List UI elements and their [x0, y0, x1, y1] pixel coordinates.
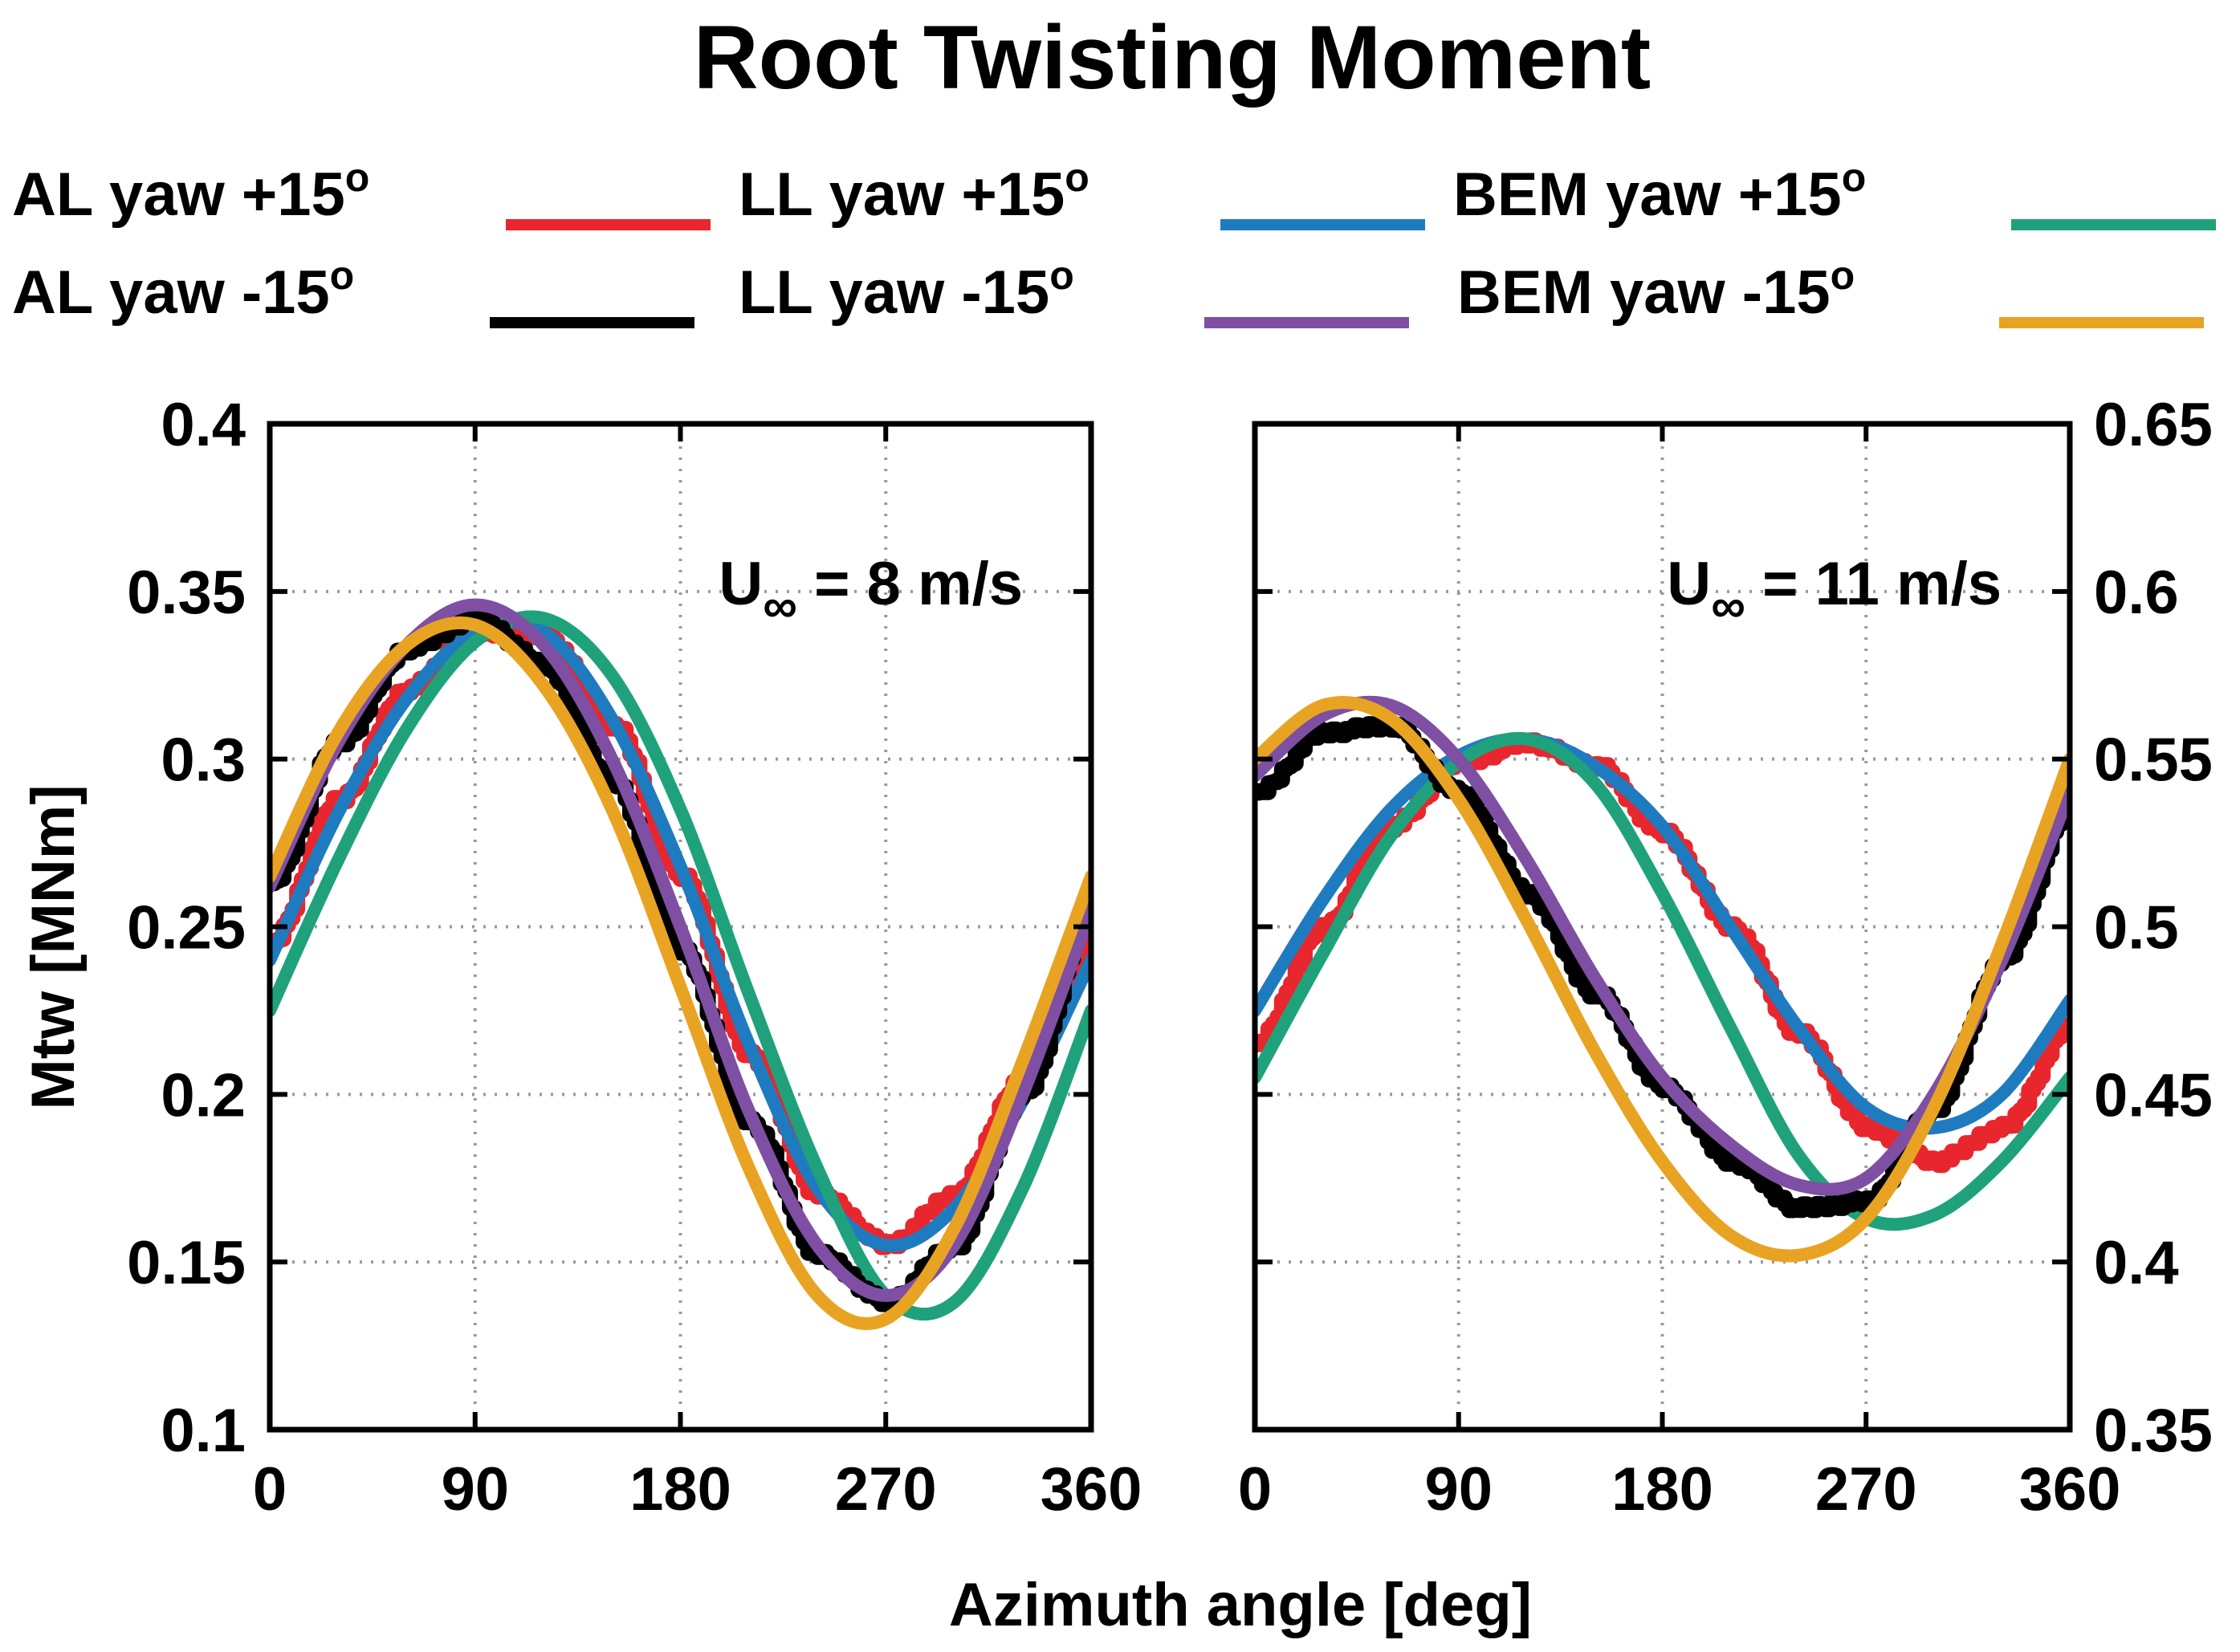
legend-degree-sup: o: [345, 155, 370, 200]
x-tick-label: 90: [441, 1455, 509, 1524]
legend-label-al-yaw-15: AL yaw -15o: [12, 253, 354, 327]
wind-speed-annotation: U∞ = 11 m/s: [1667, 550, 2002, 633]
wind-speed-annotation: U∞ = 8 m/s: [719, 550, 1023, 633]
x-tick-label: 90: [1424, 1455, 1493, 1524]
annotation-prefix: U: [1667, 550, 1711, 618]
x-tick-label: 0: [253, 1455, 287, 1524]
annotation-prefix: U: [719, 550, 763, 618]
plot-left: 0 90 180 270 360 0.1 0.15 0.2 0.25 0.3 0.35 0.4 U∞ =…: [127, 391, 1142, 1524]
legend-degree-sup: o: [1831, 253, 1855, 298]
legend-degree-sup: o: [1842, 155, 1867, 200]
x-tick-label: 180: [629, 1455, 731, 1524]
y-tick-label: 0.4: [2094, 1229, 2179, 1297]
annotation-suffix: = 8 m/s: [797, 550, 1023, 618]
legend-degree-sup: o: [330, 253, 355, 298]
x-tick-label: 270: [835, 1455, 937, 1524]
x-tick-label: 360: [1041, 1455, 1142, 1524]
legend-label-bem-yaw-15: BEM yaw +15o: [1453, 155, 1866, 229]
series-line-ll-yaw-15: [1255, 732, 2070, 1135]
y-tick-label: 0.5: [2094, 894, 2179, 962]
y-tick-label: 0.45: [2094, 1061, 2213, 1129]
y-axis-label: Mtw [MNm]: [19, 784, 88, 1109]
series-line-bem-yaw-15: [1255, 731, 2070, 1231]
legend: AL yaw +15o LL yaw +15o BEM yaw +15o AL yaw…: [12, 155, 2216, 328]
series-line-bem-yaw-15: [270, 610, 1091, 1321]
y-tick-label: 0.15: [127, 1229, 246, 1297]
legend-label-al-yaw-15: AL yaw +15o: [12, 155, 369, 229]
y-tick-label: 0.1: [161, 1397, 246, 1465]
y-tick-label: 0.35: [127, 559, 246, 627]
y-tick-label: 0.3: [161, 726, 246, 795]
x-tick-label: 0: [1238, 1455, 1272, 1524]
x-tick-label: 360: [2019, 1455, 2121, 1524]
y-tick-label: 0.2: [161, 1061, 246, 1129]
chart-title: Root Twisting Moment: [694, 7, 1651, 108]
x-axis-label: Azimuth angle [deg]: [949, 1571, 1532, 1639]
legend-degree-sup: o: [1049, 253, 1074, 298]
series-line-ll-yaw-15: [270, 615, 1091, 1252]
legend-label-bem-yaw-15: BEM yaw -15o: [1457, 253, 1855, 327]
legend-label-ll-yaw-15: LL yaw -15o: [739, 253, 1074, 327]
series-line-bem-yaw-15: [270, 616, 1091, 1330]
y-tick-label: 0.6: [2094, 559, 2179, 627]
y-tick-label: 0.25: [127, 894, 246, 962]
legend-label-ll-yaw-15: LL yaw +15o: [739, 155, 1089, 229]
y-tick-label: 0.55: [2094, 726, 2213, 795]
annotation-subscript: ∞: [763, 579, 797, 633]
y-tick-label: 0.4: [161, 391, 246, 459]
y-tick-label: 0.35: [2094, 1397, 2213, 1465]
legend-degree-sup: o: [1065, 155, 1089, 200]
x-tick-label: 180: [1611, 1455, 1713, 1524]
annotation-subscript: ∞: [1711, 579, 1745, 633]
x-tick-label: 270: [1815, 1455, 1917, 1524]
series-line-bem-yaw-15: [1255, 696, 2070, 1263]
annotation-suffix: = 11 m/s: [1745, 550, 2002, 618]
y-tick-label: 0.65: [2094, 391, 2213, 459]
